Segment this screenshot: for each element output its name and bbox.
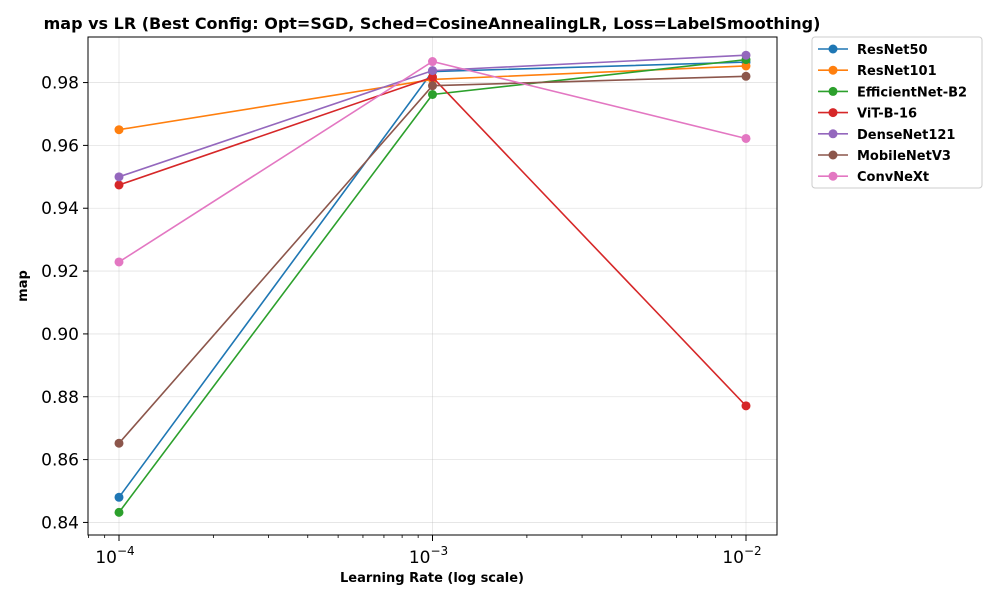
legend-marker — [828, 171, 838, 181]
y-tick-label: 0.88 — [41, 388, 79, 408]
y-axis: 0.84 0.86 0.88 0.90 0.92 0.94 0.96 0.98 — [41, 74, 88, 533]
data-point — [741, 133, 751, 143]
data-point — [428, 57, 437, 67]
legend-label: ResNet101 — [857, 64, 937, 79]
legend-label: MobileNetV3 — [857, 149, 951, 164]
y-axis-label: map — [16, 270, 31, 302]
legend-marker — [828, 44, 838, 54]
y-tick-label: 0.86 — [41, 451, 79, 471]
chart-title: map vs LR (Best Config: Opt=SGD, Sched=C… — [44, 14, 821, 33]
legend-label: ResNet50 — [857, 43, 928, 58]
x-tick-label: 10−2 — [722, 544, 761, 568]
data-point — [114, 438, 124, 448]
data-point — [741, 71, 751, 81]
x-tick-label: 10−4 — [95, 544, 134, 568]
legend: ResNet50 ResNet101 EfficientNet-B2 ViT-B-16… — [811, 36, 983, 189]
legend-label: ViT-B-16 — [857, 107, 917, 122]
legend-marker — [828, 65, 838, 75]
y-tick-label: 0.98 — [41, 74, 79, 94]
y-tick-label: 0.96 — [41, 136, 79, 156]
data-point — [741, 61, 751, 71]
legend-box — [811, 36, 983, 189]
legend-marker — [828, 108, 838, 118]
x-axis-label: Learning Rate (log scale) — [340, 571, 524, 586]
legend-label: ConvNeXt — [857, 170, 929, 185]
y-tick-label: 0.92 — [41, 262, 79, 282]
grid — [88, 37, 777, 535]
legend-marker — [828, 129, 838, 139]
data-point — [741, 401, 751, 411]
data-point — [741, 50, 751, 60]
y-tick-label: 0.90 — [41, 325, 79, 345]
data-point — [114, 172, 124, 182]
legend-marker — [828, 150, 838, 160]
data-point — [428, 66, 437, 76]
x-axis: 10−4 10−3 10−2 — [88, 535, 762, 568]
data-point — [114, 257, 124, 267]
data-point — [114, 507, 124, 517]
data-point — [114, 492, 124, 502]
y-tick-label: 0.94 — [41, 199, 79, 219]
data-point — [428, 89, 437, 99]
data-point — [428, 72, 437, 82]
data-point — [428, 81, 437, 91]
data-point — [114, 180, 124, 190]
x-tick-label: 10−3 — [409, 544, 448, 568]
legend-marker — [828, 86, 838, 96]
legend-label: EfficientNet-B2 — [857, 85, 967, 100]
legend-label: DenseNet121 — [857, 128, 955, 143]
y-tick-label: 0.84 — [41, 513, 79, 533]
data-point — [114, 125, 124, 135]
series-layer — [114, 50, 751, 517]
